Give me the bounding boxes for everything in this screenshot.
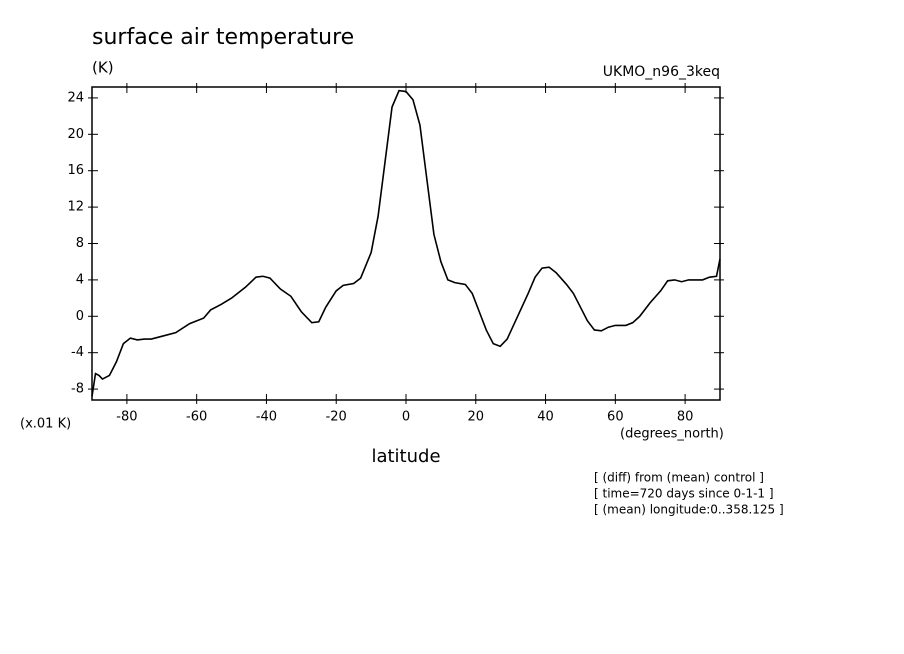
x-tick-label: 40 — [537, 410, 554, 425]
x-tick-label: -20 — [326, 410, 347, 425]
x-axis-label: latitude — [371, 446, 440, 467]
y-tick-label: 24 — [67, 90, 84, 105]
x-tick-label: -60 — [186, 410, 207, 425]
note: [ (mean) longitude:0..358.125 ] — [594, 503, 784, 517]
y-tick-label: -8 — [71, 382, 84, 397]
x-unit: (degrees_north) — [620, 427, 724, 442]
x-tick-label: 80 — [677, 410, 694, 425]
x-tick-label: 0 — [402, 410, 410, 425]
chart-title: surface air temperature — [92, 25, 354, 50]
x-tick-label: 20 — [468, 410, 485, 425]
dataset-label: UKMO_n96_3keq — [603, 64, 720, 80]
x-tick-label: 60 — [607, 410, 624, 425]
y-scale-note: (x.01 K) — [20, 417, 71, 432]
note: [ time=720 days since 0-1-1 ] — [594, 487, 774, 501]
y-tick-label: 16 — [67, 163, 84, 178]
data-line — [91, 89, 721, 397]
y-tick-label: -4 — [71, 345, 84, 360]
y-unit: (K) — [92, 59, 114, 77]
y-tick-label: 4 — [76, 272, 84, 287]
x-tick-label: -40 — [256, 410, 277, 425]
x-tick-label: -80 — [116, 410, 137, 425]
y-tick-label: 0 — [76, 309, 84, 324]
y-tick-label: 12 — [67, 200, 84, 215]
y-tick-label: 8 — [76, 236, 84, 251]
note: [ (diff) from (mean) control ] — [594, 471, 764, 485]
y-tick-label: 20 — [67, 127, 84, 142]
plot-frame — [91, 86, 721, 401]
